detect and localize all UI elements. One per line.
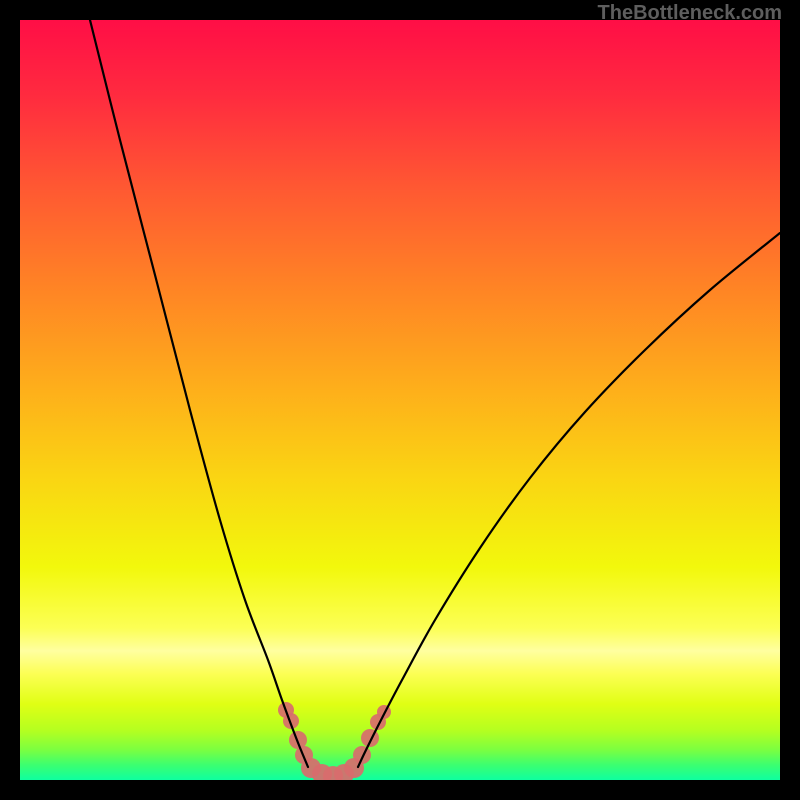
curve-left-branch: [90, 20, 308, 767]
marker-dot: [353, 746, 371, 764]
curve-right-branch: [358, 233, 780, 767]
bottom-marker-group: [278, 702, 391, 780]
curve-layer: [20, 20, 780, 780]
watermark-text: TheBottleneck.com: [598, 2, 782, 25]
plot-area: [20, 20, 780, 780]
